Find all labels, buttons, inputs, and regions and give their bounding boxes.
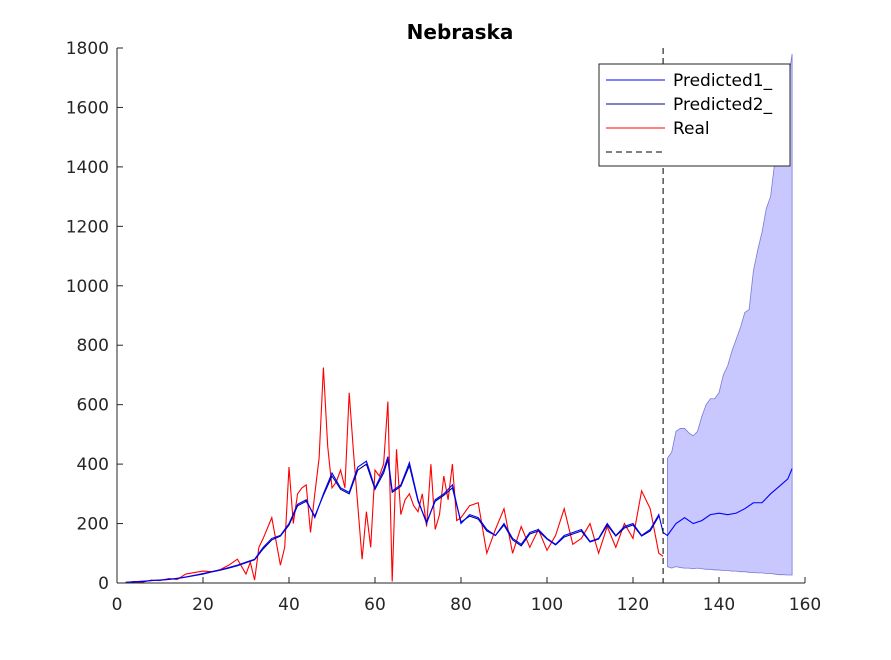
x-tick-label: 60	[364, 595, 386, 615]
x-tick-label: 40	[278, 595, 300, 615]
x-tick-label: 120	[617, 595, 649, 615]
legend-label: Real	[673, 119, 710, 139]
x-tick-label: 20	[192, 595, 214, 615]
x-tick-label: 140	[703, 595, 735, 615]
chart-title: Nebraska	[407, 20, 514, 44]
y-tick-label: 1400	[66, 158, 109, 178]
legend: Predicted1_ Predicted2_ Real	[598, 63, 791, 167]
y-tick-label: 800	[77, 336, 109, 356]
prediction-band	[667, 53, 793, 576]
y-tick-label: 400	[77, 455, 109, 475]
y-tick-label: 200	[77, 515, 109, 535]
y-tick-label: 1800	[66, 39, 109, 59]
y-tick-label: 0	[98, 574, 109, 594]
x-tick-label: 160	[789, 595, 821, 615]
y-tick-label: 600	[77, 396, 109, 416]
y-tick-label: 1600	[66, 98, 109, 118]
legend-box	[598, 63, 791, 167]
x-tick-label: 0	[112, 595, 123, 615]
legend-label: Predicted1_	[673, 71, 773, 91]
legend-label: Predicted2_	[673, 95, 773, 115]
series-line-predicted1	[125, 456, 793, 583]
series-line-real	[125, 367, 664, 583]
plot-area: 0 20 40 60 80 100 120 140 1600200400600800100012…	[66, 39, 821, 615]
y-tick-label: 1200	[66, 217, 109, 237]
x-tick-label: 100	[531, 595, 563, 615]
y-tick-label: 1000	[66, 277, 109, 297]
x-tick-label: 80	[450, 595, 472, 615]
